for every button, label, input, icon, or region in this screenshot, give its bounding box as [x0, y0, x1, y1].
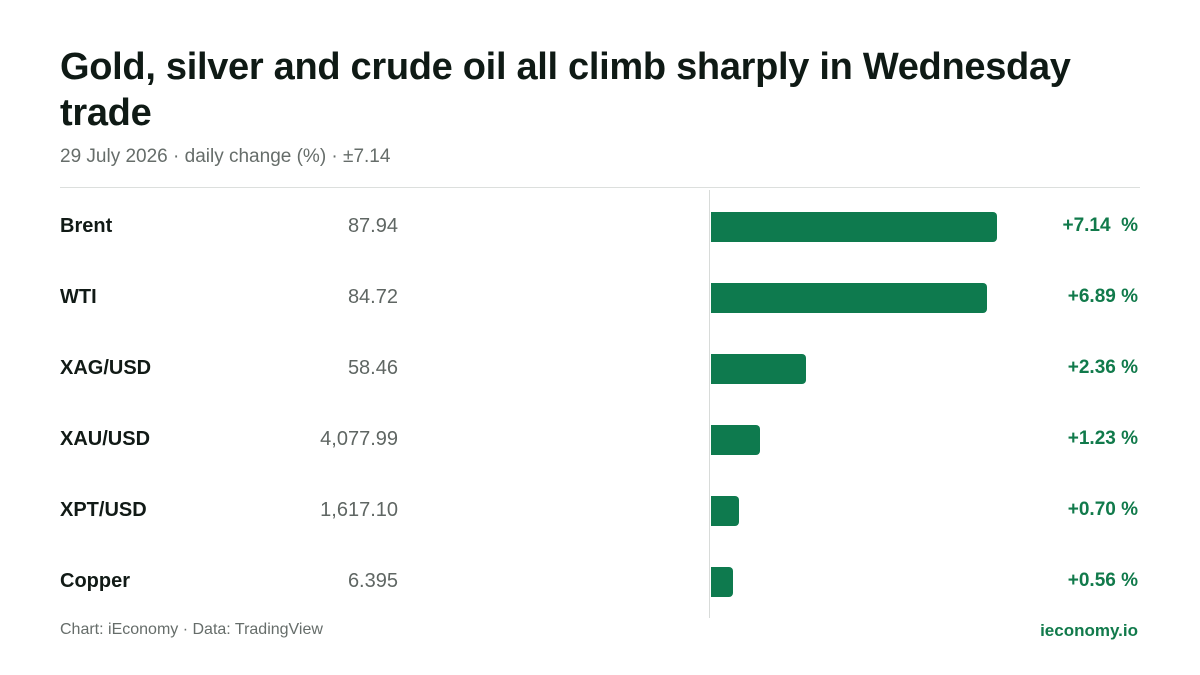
- change-label: +6.89 %: [1067, 286, 1138, 307]
- chart-row: Copper 6.395 +0.56 %: [0, 559, 1200, 603]
- price-value: 1,617.10: [320, 499, 398, 521]
- brand-link[interactable]: ieconomy.io: [1040, 621, 1138, 640]
- category-label: Brent: [60, 215, 113, 237]
- chart-row: XAG/USD 58.46 +2.36 %: [0, 346, 1200, 390]
- change-label: +2.36 %: [1067, 357, 1138, 378]
- category-label: XAG/USD: [60, 357, 152, 379]
- price-value: 87.94: [347, 215, 398, 237]
- chart-row: XAU/USD 4,077.99 +1.23 %: [0, 417, 1200, 461]
- category-label: XAU/USD: [60, 428, 151, 450]
- change-label: +7.14 %: [1062, 215, 1138, 236]
- change-bar: [711, 283, 987, 313]
- price-value: 4,077.99: [320, 428, 398, 450]
- change-bar: [711, 496, 739, 526]
- source-credit: Chart: iEconomy · Data: TradingView: [60, 621, 323, 638]
- header-divider: [60, 187, 1140, 188]
- price-value: 84.72: [347, 286, 398, 308]
- change-bar: [711, 425, 760, 455]
- category-label: WTI: [60, 286, 97, 308]
- change-label: +0.70 %: [1067, 499, 1138, 520]
- price-value: 6.395: [347, 570, 398, 592]
- category-label: XPT/USD: [60, 499, 147, 521]
- change-bar: [711, 212, 997, 242]
- chart-row: Brent 87.94 +7.14 %: [0, 204, 1200, 248]
- price-value: 58.46: [347, 357, 398, 379]
- zero-axis-line: [709, 190, 710, 618]
- chart-row: WTI 84.72 +6.89 %: [0, 275, 1200, 319]
- change-bar: [711, 567, 733, 597]
- chart-row: XPT/USD 1,617.10 +0.70 %: [0, 488, 1200, 532]
- chart-subtitle: 29 July 2026 · daily change (%) · ±7.14: [60, 146, 391, 167]
- chart-title: Gold, silver and crude oil all climb sha…: [60, 46, 1071, 134]
- category-label: Copper: [60, 570, 130, 592]
- change-bar: [711, 354, 806, 384]
- change-label: +0.56 %: [1067, 570, 1138, 591]
- change-label: +1.23 %: [1067, 428, 1138, 449]
